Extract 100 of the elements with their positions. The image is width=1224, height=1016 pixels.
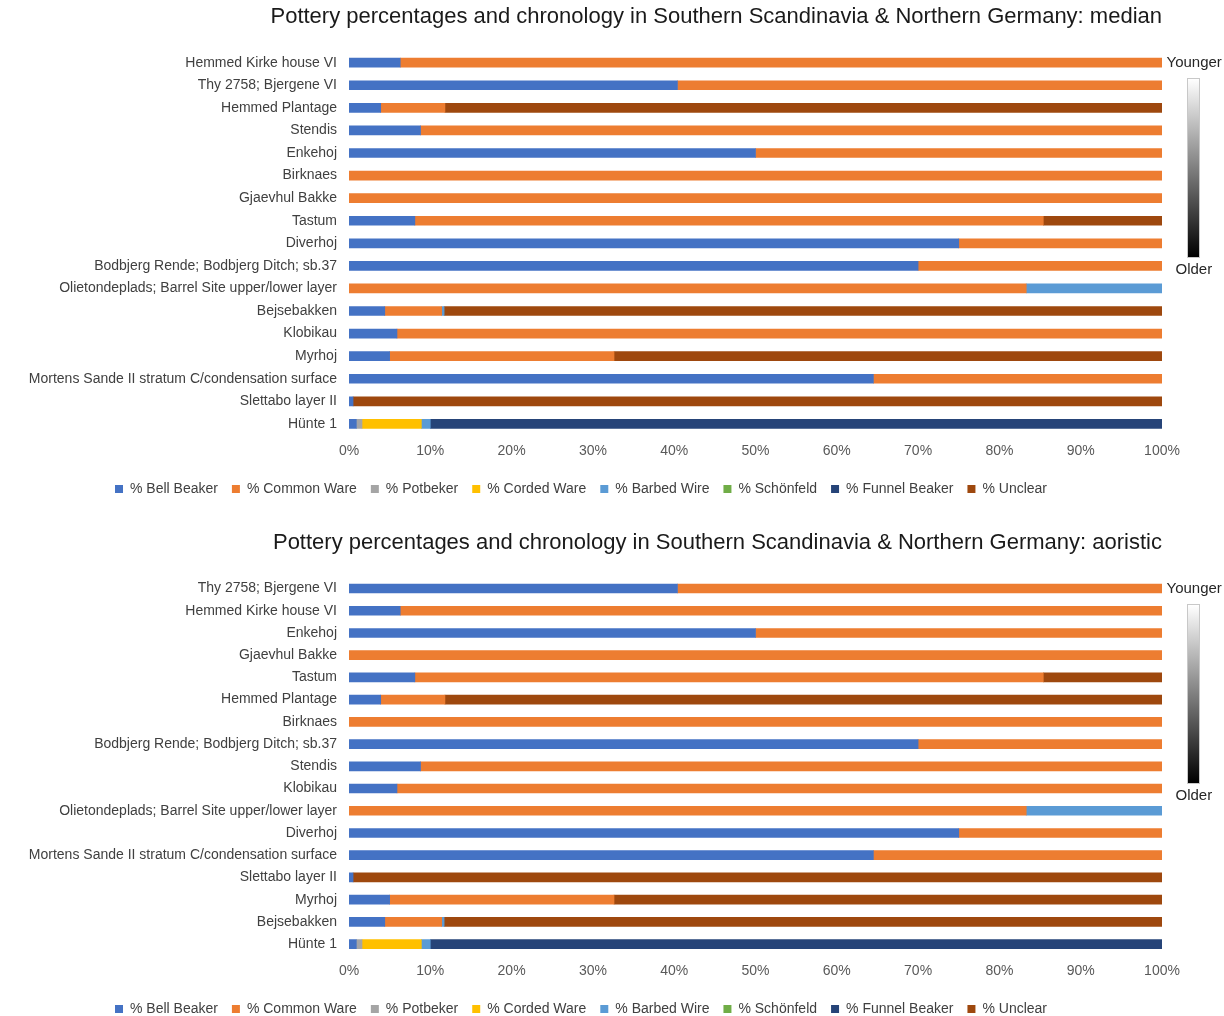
bar	[873, 850, 1162, 861]
bar	[349, 261, 919, 271]
y-tick-label: Tastum	[291, 668, 337, 685]
legend-label: % Unclear	[982, 999, 1048, 1016]
bar	[613, 894, 1162, 905]
text: Younger	[1166, 579, 1222, 597]
bar	[1025, 283, 1162, 294]
legend-label: % Potbeker	[385, 479, 459, 496]
legend-label: % Schönfeld	[738, 999, 818, 1016]
x-tick-label: 90%	[1066, 962, 1095, 979]
bar	[420, 125, 1162, 136]
bar	[958, 828, 1162, 838]
x-tick-label: 20%	[497, 962, 526, 979]
bar	[396, 328, 1162, 339]
y-tick-label: Thy 2758; Bjergene VI	[197, 76, 337, 93]
bar	[349, 103, 382, 113]
y-tick-label: Bejsebakken	[256, 301, 337, 318]
x-tick-label: 10%	[416, 962, 445, 979]
legend-label: % Bell Beaker	[129, 999, 219, 1016]
bar	[349, 306, 386, 316]
bar	[349, 57, 401, 68]
y-tick-label: Gjaevhul Bakke	[238, 189, 338, 206]
legend-label: % Bell Beaker	[129, 479, 219, 496]
bar	[1042, 215, 1162, 226]
bar	[349, 650, 1162, 661]
chart-title: Pottery percentages and chronology in Southern Scandinavia & Northern Germany: median	[270, 3, 1162, 29]
y-tick-label: Birknaes	[282, 712, 337, 729]
bar	[389, 351, 615, 362]
bar	[349, 148, 756, 158]
bar	[873, 373, 1162, 384]
y-tick-label: Bodbjerg Rende; Bodbjerg Ditch; sb.37	[94, 256, 338, 273]
bar	[380, 694, 446, 705]
bar	[444, 103, 1162, 113]
bar	[349, 583, 678, 594]
bar	[420, 761, 1162, 772]
bar	[755, 628, 1162, 638]
bar	[958, 238, 1162, 249]
y-tick-label: Olietondeplads; Barrel Site upper/lower layer	[59, 801, 338, 818]
y-tick-label: Enkehoj	[286, 623, 337, 640]
bar	[755, 148, 1162, 158]
bar	[349, 283, 1027, 294]
bar	[349, 939, 357, 949]
y-tick-label: Myrhoj	[294, 347, 337, 364]
x-tick-label: 60%	[822, 442, 851, 459]
y-tick-label: Slettabo layer II	[239, 392, 337, 409]
y-tick-label: Hemmed Plantage	[221, 98, 338, 115]
y-tick-label: Thy 2758; Bjergene VI	[197, 579, 337, 596]
x-tick-label: 10%	[416, 442, 445, 459]
bar	[384, 306, 443, 316]
text: Older	[1175, 786, 1213, 804]
bar	[677, 583, 1162, 594]
x-tick-label: 70%	[904, 962, 933, 979]
y-tick-label: Slettabo layer II	[239, 868, 337, 885]
y-tick-label: Tastum	[291, 211, 337, 228]
x-tick-label: 20%	[497, 442, 526, 459]
bar	[349, 783, 398, 794]
y-tick-label: Klobikau	[283, 324, 337, 341]
legend-label: % Common Ware	[246, 999, 358, 1016]
bar	[349, 672, 416, 683]
y-tick-label: Diverhoj	[285, 234, 337, 251]
y-tick-label: Hemmed Kirke house VI	[185, 53, 337, 70]
legend-label: % Barbed Wire	[615, 999, 710, 1016]
x-tick-label: 0%	[338, 442, 360, 459]
bar	[349, 351, 390, 362]
bar	[349, 170, 1162, 181]
chart-title: Pottery percentages and chronology in Southern Scandinavia & Northern Germany: aoristic	[272, 529, 1162, 555]
y-tick-label: Hünte 1	[287, 934, 338, 951]
y-tick-label: Olietondeplads; Barrel Site upper/lower layer	[59, 279, 338, 296]
x-tick-label: 90%	[1066, 442, 1095, 459]
y-tick-label: Birknaes	[282, 166, 337, 183]
legend-label: % Funnel Beaker	[846, 999, 954, 1016]
y-tick-label: Gjaevhul Bakke	[238, 646, 338, 663]
bar	[429, 939, 1162, 949]
bar	[361, 939, 422, 949]
bar	[1042, 672, 1162, 683]
bar	[349, 125, 421, 136]
bar	[380, 103, 446, 113]
bar	[361, 419, 422, 429]
bar	[677, 80, 1162, 91]
bar	[352, 396, 1162, 407]
bar	[399, 605, 1162, 616]
bar	[349, 761, 421, 772]
bar	[349, 739, 919, 749]
x-tick-label: 80%	[985, 962, 1014, 979]
bar	[917, 739, 1162, 749]
y-tick-label: Hünte 1	[287, 414, 338, 431]
y-tick-label: Stendis	[290, 757, 337, 774]
bar	[349, 80, 678, 91]
bar	[349, 419, 357, 429]
x-tick-label: 100%	[1144, 962, 1180, 979]
bar	[443, 917, 1162, 927]
bar	[349, 694, 382, 705]
y-tick-label: Klobikau	[283, 779, 337, 796]
legend-label: % Funnel Beaker	[846, 479, 954, 496]
bar	[414, 215, 1044, 226]
legend-label: % Potbeker	[385, 999, 459, 1016]
bar	[613, 351, 1162, 362]
bar	[349, 238, 960, 249]
y-tick-label: Bejsebakken	[256, 912, 337, 929]
bar	[349, 605, 401, 616]
